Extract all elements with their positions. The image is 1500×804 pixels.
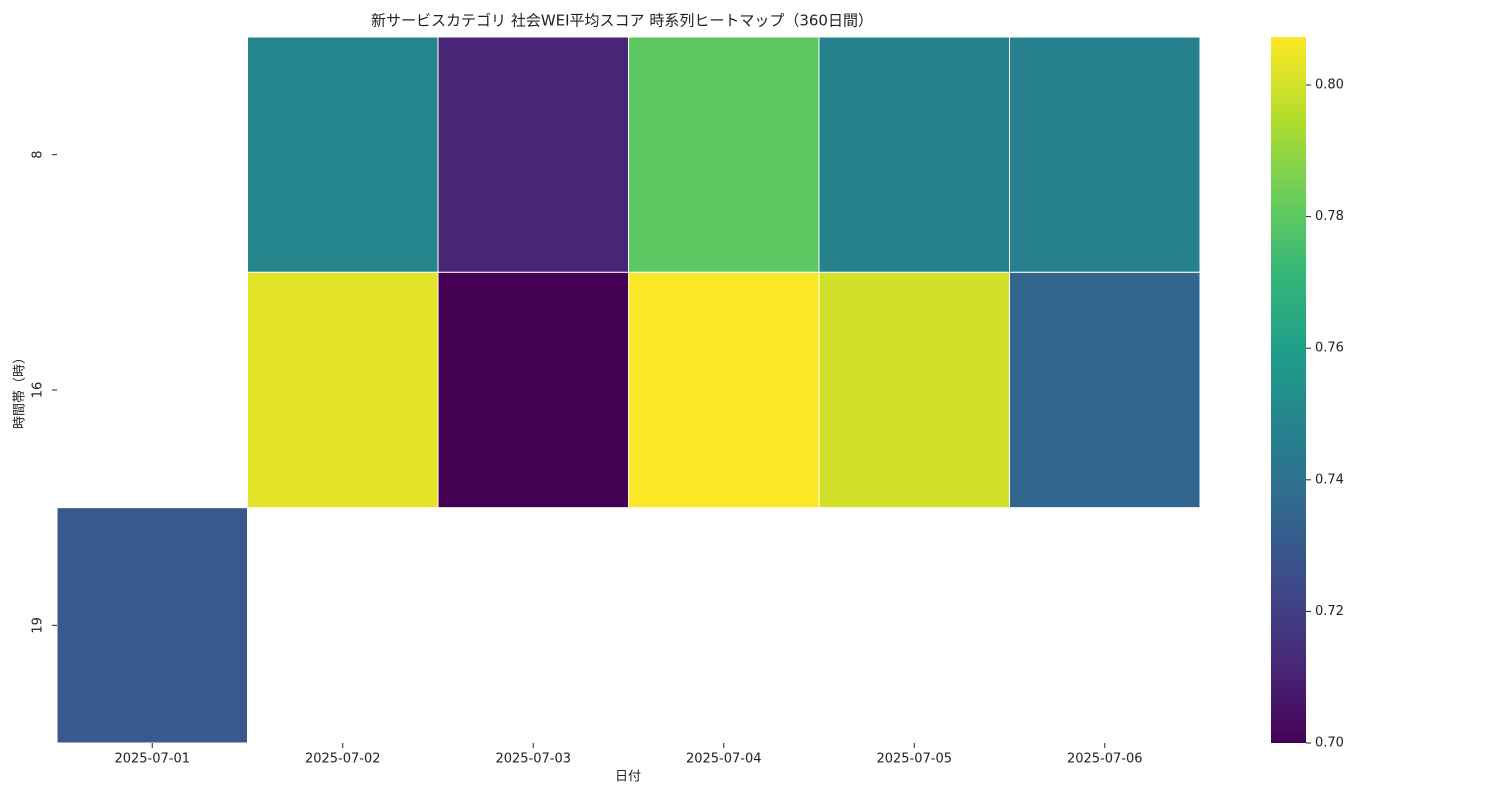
x-tick-label: 2025-07-02	[305, 752, 381, 767]
y-axis-label: 時間帯（時）	[13, 351, 28, 429]
y-tick-label: 19	[31, 617, 46, 634]
heatmap-cell	[247, 36, 439, 273]
heatmap-cell	[818, 36, 1010, 273]
colorbar	[1271, 37, 1306, 743]
colorbar-tick-label: 0.72	[1315, 604, 1344, 619]
colorbar-tick-label: 0.80	[1315, 78, 1344, 93]
x-tick-label: 2025-07-04	[686, 752, 762, 767]
x-tick-label: 2025-07-03	[495, 752, 571, 767]
y-tick-label: 16	[31, 382, 46, 399]
x-tick-label: 2025-07-05	[876, 752, 952, 767]
x-axis-label: 日付	[615, 770, 641, 785]
colorbar-tick-label: 0.76	[1315, 341, 1344, 356]
heatmap-cell	[628, 36, 820, 273]
heatmap-cell	[437, 271, 629, 509]
heatmap-cell	[628, 271, 820, 509]
colorbar-tick-label: 0.74	[1315, 472, 1344, 487]
heatmap-cell	[818, 271, 1010, 509]
heatmap-cell	[56, 507, 248, 744]
heatmap-cell	[437, 36, 629, 273]
y-tick-label: 8	[31, 151, 46, 159]
heatmap-cell	[247, 271, 439, 509]
colorbar-tick-label: 0.70	[1315, 736, 1344, 751]
heatmap-cell	[1009, 271, 1201, 509]
x-tick-label: 2025-07-01	[114, 752, 190, 767]
colorbar-tick-label: 0.78	[1315, 209, 1344, 224]
x-tick-label: 2025-07-06	[1067, 752, 1143, 767]
chart-title: 新サービスカテゴリ 社会WEI平均スコア 時系列ヒートマップ（360日間）	[371, 12, 873, 30]
heatmap-cell	[1009, 36, 1201, 273]
